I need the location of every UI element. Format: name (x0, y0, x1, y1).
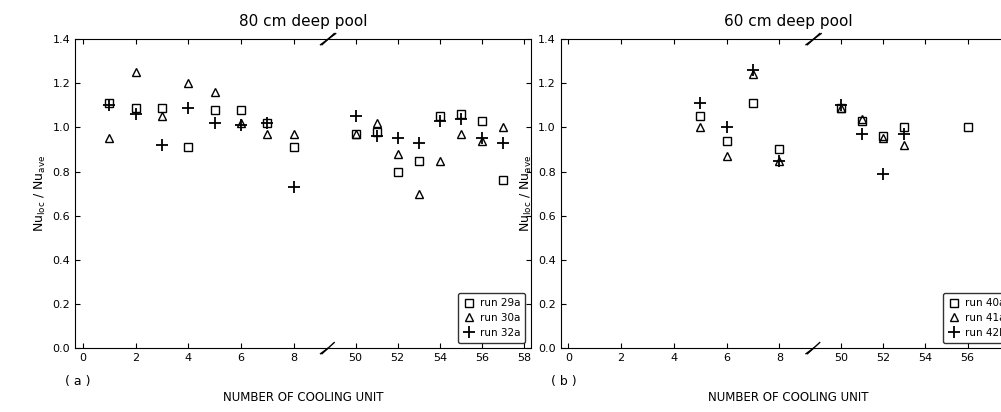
run 40a (747, 101, 759, 105)
run 30a (182, 81, 194, 86)
run 30a (288, 131, 300, 136)
run 41a (721, 154, 733, 159)
run 42b (774, 158, 786, 163)
run 40a (695, 114, 707, 119)
run 29a (103, 101, 115, 105)
Line: run 30a: run 30a (105, 68, 1001, 198)
run 29a (288, 145, 300, 150)
run 29a (235, 107, 247, 112)
run 32a (209, 121, 221, 126)
run 30a (103, 136, 115, 141)
run 42b (721, 125, 733, 130)
run 42b (695, 101, 707, 105)
Line: run 42b: run 42b (695, 65, 1001, 179)
Text: NUMBER OF COOLING UNIT: NUMBER OF COOLING UNIT (222, 391, 383, 405)
run 29a (156, 105, 168, 110)
Text: 80 cm deep pool: 80 cm deep pool (238, 14, 367, 29)
run 41a (747, 72, 759, 77)
run 41a (774, 158, 786, 163)
run 29a (261, 121, 273, 126)
Y-axis label: Nu$_{\mathregular{loc}}$ / Nu$_{\mathregular{ave}}$: Nu$_{\mathregular{loc}}$ / Nu$_{\mathreg… (33, 155, 48, 232)
run 32a (130, 112, 142, 117)
run 30a (130, 70, 142, 75)
Line: run 29a: run 29a (105, 99, 1001, 184)
Text: NUMBER OF COOLING UNIT: NUMBER OF COOLING UNIT (708, 391, 869, 405)
Text: 60 cm deep pool: 60 cm deep pool (724, 14, 853, 29)
Text: ( a ): ( a ) (65, 375, 90, 388)
Legend: run 29a, run 30a, run 32a: run 29a, run 30a, run 32a (457, 293, 526, 343)
run 41a (695, 125, 707, 130)
run 32a (156, 143, 168, 147)
run 42b (747, 68, 759, 73)
Line: run 40a: run 40a (697, 99, 1001, 153)
Line: run 32a: run 32a (104, 100, 1001, 192)
Line: run 41a: run 41a (696, 70, 1001, 165)
run 29a (182, 145, 194, 150)
Text: ( b ): ( b ) (551, 375, 577, 388)
run 29a (130, 105, 142, 110)
run 30a (235, 121, 247, 126)
run 30a (209, 90, 221, 95)
run 29a (209, 107, 221, 112)
run 32a (261, 121, 273, 126)
Legend: run 40a, run 41a, run 42b: run 40a, run 41a, run 42b (943, 293, 1001, 343)
run 32a (288, 185, 300, 190)
run 30a (156, 114, 168, 119)
run 32a (235, 123, 247, 128)
run 40a (774, 147, 786, 152)
Y-axis label: Nu$_{\mathregular{loc}}$ / Nu$_{\mathregular{ave}}$: Nu$_{\mathregular{loc}}$ / Nu$_{\mathreg… (519, 155, 534, 232)
run 40a (721, 138, 733, 143)
run 32a (103, 103, 115, 108)
run 30a (261, 131, 273, 136)
run 32a (182, 105, 194, 110)
